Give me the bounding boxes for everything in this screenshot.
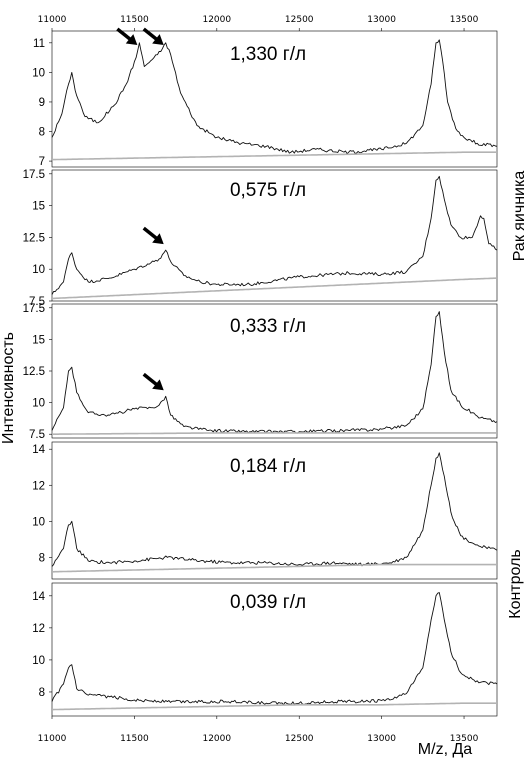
group-label-cancer: Рак яичника xyxy=(511,171,528,262)
y-tick-label: 10 xyxy=(32,655,45,667)
y-tick-label: 7.5 xyxy=(29,429,45,441)
y-axis-label: Интенсивность xyxy=(0,332,17,444)
y-tick-label: 8 xyxy=(39,127,45,139)
y-tick-label: 15 xyxy=(32,201,45,213)
baseline-series xyxy=(51,277,498,300)
spectrum-panel: 8 10 12 14 0,184 г/л xyxy=(32,441,498,580)
x-tick-label: 11000 xyxy=(38,734,67,744)
spectrum-series xyxy=(51,592,498,706)
panel-frame xyxy=(51,441,498,580)
y-tick-label: 12 xyxy=(32,480,45,492)
baseline-series xyxy=(52,432,497,435)
spectrum-panel: 7.5 10 12.5 15 17.5 0,575 г/л xyxy=(23,169,498,308)
y-tick-label: 17.5 xyxy=(23,169,45,181)
spectrum-series xyxy=(51,39,498,155)
baseline-series xyxy=(52,563,497,573)
x-tick-label: 12500 xyxy=(285,734,314,744)
y-tick-label: 12 xyxy=(32,623,45,635)
spectrum-panel: 7 8 9 10 11 11000 11500 12000 12500 13000 13500 1,3… xyxy=(32,15,498,168)
y-tick-label: 9 xyxy=(39,97,45,109)
group-label-control: Контроль xyxy=(507,549,524,619)
concentration-label: 0,184 г/л xyxy=(230,456,306,477)
x-tick-label: 12000 xyxy=(202,734,231,744)
baseline-series xyxy=(52,151,497,161)
y-tick-label: 12.5 xyxy=(23,232,45,244)
panel-frame xyxy=(51,30,498,168)
y-tick-label: 10 xyxy=(32,67,45,79)
y-tick-label: 8 xyxy=(39,687,45,699)
y-tick-label: 11 xyxy=(33,38,45,50)
peak-arrow-icon xyxy=(142,27,164,45)
x-tick-label: 12500 xyxy=(285,15,314,25)
x-tick-label: 13000 xyxy=(367,15,396,25)
x-tick-label: 13500 xyxy=(450,734,479,744)
x-tick-label: 11500 xyxy=(120,734,149,744)
x-tick-label: 13500 xyxy=(450,15,479,25)
concentration-label: 0,575 г/л xyxy=(230,180,306,201)
x-tick-label: 13000 xyxy=(367,734,396,744)
spectrum-series xyxy=(51,452,498,567)
x-tick-label: 11500 xyxy=(120,15,149,25)
concentration-label: 0,333 г/л xyxy=(230,316,306,337)
panel-frame xyxy=(51,169,498,302)
y-tick-label: 10 xyxy=(32,398,45,410)
x-tick-label: 11000 xyxy=(38,15,67,25)
panel-frame xyxy=(51,582,498,717)
y-tick-label: 10 xyxy=(32,264,45,276)
y-tick-label: 15 xyxy=(32,334,45,346)
x-axis-label: M/z, Да xyxy=(418,741,473,758)
peak-arrow-icon xyxy=(142,226,164,245)
y-tick-label: 8 xyxy=(39,552,45,564)
concentration-label: 1,330 г/л xyxy=(230,44,306,65)
peak-arrow-icon xyxy=(142,372,164,391)
baseline-series xyxy=(52,702,497,711)
spectrum-panel: 7.5 10 12.5 15 17.5 0,333 г/л xyxy=(23,303,498,441)
x-tick-label: 12000 xyxy=(202,15,231,25)
y-tick-label: 7 xyxy=(39,156,45,168)
y-tick-label: 14 xyxy=(32,591,45,603)
y-tick-label: 10 xyxy=(32,516,45,528)
spectrum-panel: 8 10 12 14 11000 11500 12000 12500 13000 13500 0,0… xyxy=(32,582,498,744)
concentration-label: 0,039 г/л xyxy=(230,592,306,613)
spectrum-series xyxy=(51,311,498,434)
spectra-panels: 7 8 9 10 11 11000 11500 12000 12500 13000 13500 1,3… xyxy=(23,15,498,744)
spectrum-series xyxy=(51,175,498,295)
y-tick-label: 17.5 xyxy=(23,303,45,315)
y-tick-label: 7.5 xyxy=(29,296,45,308)
y-tick-label: 12.5 xyxy=(23,366,45,378)
y-tick-label: 14 xyxy=(32,444,45,456)
peak-arrow-icon xyxy=(116,27,138,45)
